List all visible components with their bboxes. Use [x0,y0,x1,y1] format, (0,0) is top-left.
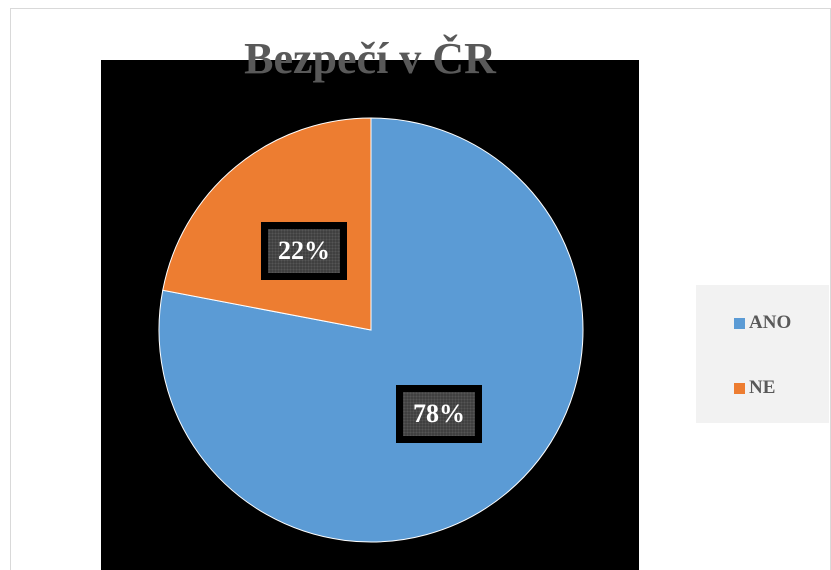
legend-entry-ano: ANO [734,311,791,335]
legend-label-ne: NE [749,377,776,398]
legend-entry-ne: NE [734,376,775,400]
data-label-ne: 22% [261,222,347,280]
legend-label-ano: ANO [749,312,792,333]
legend-swatch-ne [734,382,745,394]
data-label-ano: 78% [396,385,482,443]
legend: ANO NE [696,285,829,423]
legend-swatch-ano [734,317,745,329]
chart-title: Bezpečí v ČR [244,34,496,83]
pie-slice-ne [162,117,372,331]
